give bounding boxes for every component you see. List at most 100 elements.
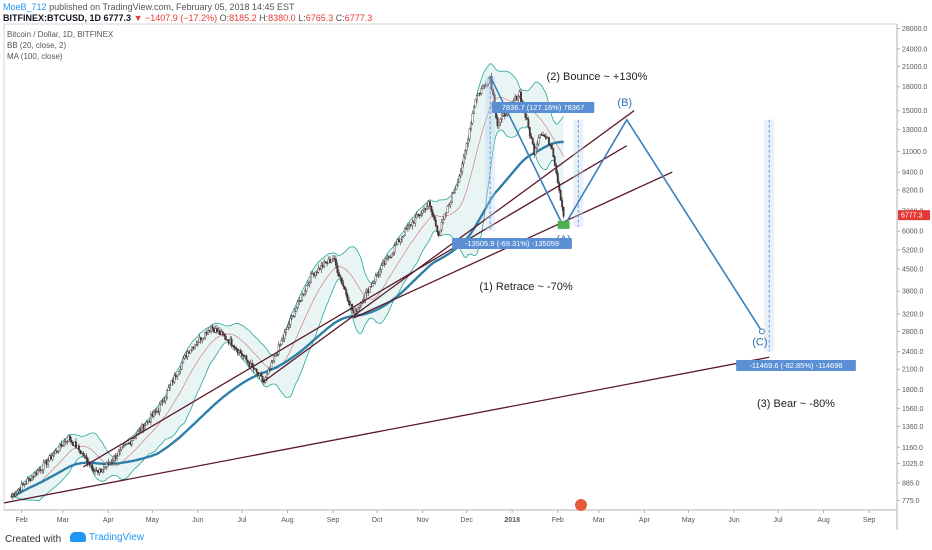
low-label: L:	[298, 13, 306, 23]
candle-body	[35, 472, 38, 475]
candle-body	[527, 118, 530, 128]
y-tick-label: 5200.0	[902, 248, 924, 255]
candle-body	[236, 348, 239, 353]
candle-body	[241, 353, 243, 356]
candle-body	[177, 371, 180, 376]
low-value: 6765.3	[305, 13, 334, 23]
candle-body	[285, 328, 287, 333]
indicator-bb[interactable]: BB (20, close, 2)	[7, 41, 67, 50]
candle-body	[235, 347, 237, 349]
tradingview-link[interactable]: TradingView	[70, 532, 144, 543]
measure-label: 7836.7 (127.16%) 78367	[502, 103, 585, 112]
candle-body	[531, 138, 534, 145]
candle-body	[373, 281, 376, 284]
candle-body	[433, 215, 436, 221]
measure-label-bg	[736, 360, 856, 371]
candle-body	[539, 134, 541, 138]
candle-body	[25, 483, 27, 485]
candle-body	[205, 331, 208, 335]
candle-body	[66, 441, 69, 443]
candle-body	[418, 214, 421, 216]
candle-body	[314, 271, 317, 276]
tradingview-brand: TradingView	[89, 532, 145, 543]
candle-body	[365, 289, 368, 294]
x-tick-label: Oct	[372, 517, 383, 524]
y-tick-label: 2100.0	[902, 367, 924, 374]
y-tick-label: 13000.0	[902, 127, 927, 134]
candle-body	[211, 326, 214, 329]
candle-body	[149, 414, 152, 423]
candle-body	[79, 450, 82, 454]
candle-body	[98, 468, 101, 473]
candle-body	[307, 283, 309, 286]
x-tick-label: Jun	[192, 517, 203, 524]
candle-body	[487, 78, 490, 85]
candle-body	[332, 258, 334, 261]
x-tick-label: Feb	[552, 517, 564, 524]
y-tick-label: 9400.0	[902, 170, 924, 177]
candle-body	[498, 122, 500, 127]
candle-body	[293, 311, 296, 318]
candle-body	[411, 221, 414, 226]
candle-body	[133, 437, 136, 439]
candle-body	[117, 451, 120, 457]
candle-body	[456, 181, 459, 186]
candle-body	[163, 400, 165, 403]
candle-body	[467, 138, 470, 144]
y-tick-label: 1025.0	[902, 461, 924, 468]
candle-body	[387, 256, 390, 258]
candle-body	[401, 236, 403, 240]
candle-body	[204, 331, 207, 339]
candle-body	[16, 490, 19, 494]
candle-body	[261, 375, 264, 382]
series-title[interactable]: Bitcoin / Dollar, 1D, BITFINEX	[7, 30, 114, 39]
author-link[interactable]: MoeB_712	[3, 2, 47, 12]
candle-body	[442, 219, 445, 223]
event-flag-icon	[575, 499, 587, 511]
candle-body	[189, 349, 192, 354]
candle-body	[238, 350, 240, 353]
candle-body	[157, 410, 160, 413]
candle-body	[147, 421, 149, 423]
y-tick-label: 28000.0	[902, 26, 927, 33]
x-tick-label: Apr	[103, 517, 115, 524]
y-tick-label: 18000.0	[902, 84, 927, 91]
candle-body	[207, 330, 210, 335]
down-arrow-icon: ▼	[133, 13, 143, 23]
candle-body	[374, 275, 377, 282]
candle-body	[242, 355, 245, 357]
candle-body	[111, 460, 114, 463]
annotation-text: (3) Bear ~ -80%	[757, 398, 835, 410]
candle-body	[97, 470, 99, 473]
candle-body	[473, 106, 475, 114]
candle-body	[78, 445, 80, 451]
candle-body	[41, 469, 44, 471]
symbol: BITFINEX:BTCUSD, 1D	[3, 13, 102, 23]
candle-body	[288, 324, 290, 328]
candle-body	[480, 88, 483, 94]
candle-body	[311, 273, 314, 275]
candle-body	[139, 429, 142, 432]
candle-body	[195, 343, 198, 346]
candle-body	[420, 213, 423, 216]
candle-body	[210, 326, 212, 332]
candle-body	[518, 91, 521, 97]
candle-body	[72, 441, 74, 446]
x-tick-label: Jul	[774, 517, 783, 524]
candle-body	[180, 362, 183, 370]
candle-body	[537, 137, 540, 145]
wave-label: (C)	[752, 336, 767, 348]
candle-body	[296, 301, 299, 309]
candle-body	[198, 337, 201, 343]
candle-body	[415, 214, 418, 218]
indicator-ma[interactable]: MA (100, close)	[7, 52, 63, 61]
candle-body	[377, 274, 380, 276]
candle-body	[148, 421, 151, 423]
candle-body	[335, 259, 337, 266]
candle-body	[202, 337, 205, 339]
candle-body	[409, 224, 412, 226]
candle-body	[383, 262, 386, 265]
candle-body	[459, 171, 462, 177]
candle-body	[470, 123, 472, 130]
